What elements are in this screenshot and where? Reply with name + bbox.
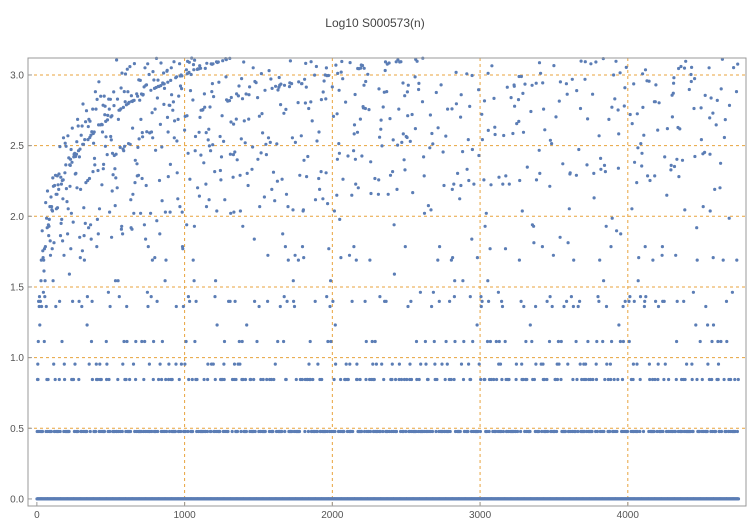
x-tick-label: 4000 (617, 510, 640, 520)
x-tick-label: 0 (34, 510, 40, 520)
x-tick-label: 1000 (173, 510, 196, 520)
chart-title: Log10 S000573(n) (325, 16, 425, 30)
tick-labels: 0 1000 2000 3000 4000 0.0 0.5 1.0 1.5 2.0 2.5 3.0 (10, 70, 639, 520)
y-tick-label: 0.0 (10, 494, 24, 505)
y-tick-label: 0.5 (10, 424, 24, 435)
axes (27, 57, 747, 507)
y-tick-label: 1.0 (10, 353, 24, 364)
data-points (35, 56, 741, 501)
y-tick-label: 2.0 (10, 212, 24, 223)
plot-frame (27, 57, 747, 507)
x-tick-label: 3000 (469, 510, 492, 520)
y-tick-label: 3.0 (10, 70, 24, 81)
x-tick-label: 2000 (321, 510, 344, 520)
y-tick-label: 1.5 (10, 282, 24, 293)
y-tick-label: 2.5 (10, 141, 24, 152)
scatter-points (35, 56, 741, 501)
